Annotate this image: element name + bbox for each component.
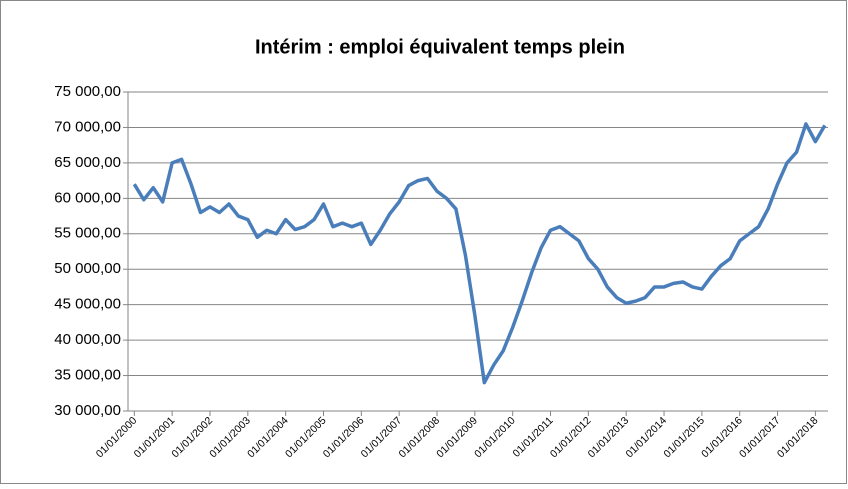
y-tick-label: 50 000,00 — [54, 260, 121, 277]
y-tick-label: 65 000,00 — [54, 154, 121, 171]
y-tick-label: 45 000,00 — [54, 296, 121, 313]
y-tick-label: 55 000,00 — [54, 225, 121, 242]
y-tick-label: 35 000,00 — [54, 367, 121, 384]
y-tick-label: 60 000,00 — [54, 189, 121, 206]
y-tick-label: 75 000,00 — [54, 83, 121, 100]
data-line — [132, 122, 827, 385]
chart-title: Intérim : emploi équivalent temps plein — [255, 36, 625, 58]
y-tick-label: 70 000,00 — [54, 118, 121, 135]
y-tick-label: 30 000,00 — [54, 402, 121, 419]
y-tick-label: 40 000,00 — [54, 331, 121, 348]
